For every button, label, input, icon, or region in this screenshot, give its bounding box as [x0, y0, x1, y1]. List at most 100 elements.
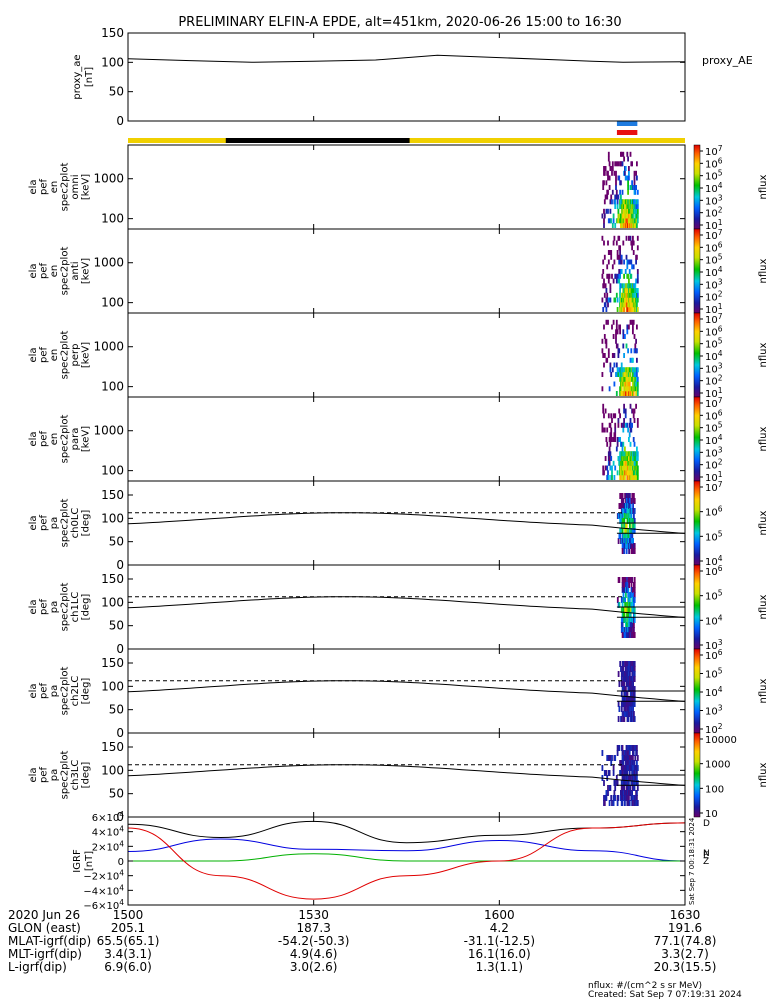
heat-cell	[617, 418, 620, 423]
y-label-line: ch0LC	[70, 508, 81, 539]
footer-cell: 3.0(2.6)	[290, 960, 338, 974]
heat-cell	[632, 292, 634, 298]
heat-cell	[620, 194, 622, 200]
y-tick-label: 50	[109, 535, 124, 549]
footer-cell: 16.1(16.0)	[468, 947, 531, 961]
heat-cell	[614, 785, 617, 791]
heat-cell	[625, 381, 628, 387]
heat-cell	[621, 750, 624, 756]
heat-cell	[603, 470, 605, 476]
heat-cell	[629, 493, 631, 499]
y-tick-label: 150	[101, 572, 124, 586]
y-tick-label: 0	[116, 114, 124, 128]
heat-cell	[617, 161, 620, 167]
heat-cell	[629, 696, 632, 702]
heat-cell	[636, 367, 639, 373]
heat-cell	[618, 348, 621, 354]
y-tick-label: 50	[109, 703, 124, 717]
colorbar-label: 107	[705, 480, 723, 494]
heat-cell	[605, 319, 608, 325]
colorbar-label: 102	[705, 374, 723, 388]
heat-cell	[625, 528, 628, 534]
heat-cell	[609, 422, 612, 428]
heat-cell	[636, 161, 638, 167]
heat-cell	[601, 765, 604, 771]
heat-cell	[620, 362, 623, 368]
heat-cell	[606, 194, 609, 200]
heat-cell	[633, 170, 636, 176]
y-label-line: pef	[39, 767, 50, 784]
heat-cell	[628, 422, 631, 428]
heat-cell	[632, 413, 635, 419]
heat-cell	[622, 760, 625, 766]
heat-cell	[607, 250, 610, 255]
heat-cell	[633, 587, 636, 593]
heat-cell	[629, 503, 632, 509]
heat-cell	[633, 622, 635, 628]
heat-cell	[607, 208, 609, 214]
created-stamp: Created: Sat Sep 7 07:19:31 2024	[588, 990, 742, 1000]
heat-cell	[632, 528, 634, 534]
heat-cell	[636, 460, 638, 466]
footer-cell: -54.2(-50.3)	[278, 934, 349, 948]
heat-cell	[628, 622, 630, 628]
heat-cell	[632, 297, 634, 303]
heat-cell	[629, 372, 632, 377]
heat-cell	[620, 283, 622, 289]
colorbar-label: 104	[705, 613, 723, 627]
y-tick-label: 100	[101, 679, 124, 693]
heat-cell	[604, 465, 607, 471]
colorbar-label: 105	[705, 421, 723, 435]
heat-cell	[622, 218, 625, 224]
y-label-line: pa	[49, 769, 60, 781]
status-dark	[225, 138, 410, 143]
y-label-line: pa	[49, 685, 60, 697]
heat-cell	[617, 208, 620, 214]
y-tick-label: −4×104	[83, 883, 124, 897]
heat-cell	[632, 367, 635, 373]
heat-cell	[617, 538, 620, 544]
heat-cell	[636, 760, 638, 766]
heat-cell	[621, 543, 624, 549]
heat-cell	[612, 319, 615, 325]
y-label-line: spec2plot	[60, 583, 71, 632]
heat-cell	[619, 437, 621, 442]
footer-cell: 6.9(6.0)	[104, 960, 152, 974]
heat-cell	[629, 513, 631, 519]
heat-cell	[627, 716, 630, 722]
heat-cell	[629, 518, 631, 524]
heat-cell	[636, 223, 638, 228]
heat-cell	[626, 691, 629, 697]
heat-cell	[627, 587, 630, 593]
heat-cell	[633, 686, 636, 692]
heat-cell	[631, 475, 633, 480]
heat-cell	[627, 460, 629, 466]
heat-cell	[612, 218, 615, 224]
colorbar-label: 107	[705, 396, 723, 410]
heat-cell	[624, 334, 626, 339]
heat-cell	[632, 460, 634, 466]
footer-cell: 3.3(2.7)	[661, 947, 709, 961]
footer-cell: 1500	[113, 908, 144, 922]
heat-cell	[603, 199, 606, 205]
heat-cell	[629, 357, 632, 363]
heat-cell	[618, 602, 621, 608]
heat-cell	[636, 348, 638, 354]
heat-cell	[635, 259, 637, 265]
y-label-line: [deg]	[81, 594, 92, 621]
heat-cell	[628, 175, 630, 181]
heat-cell	[628, 548, 630, 554]
y-tick-label: 2×104	[92, 839, 124, 853]
heat-cell	[603, 240, 605, 246]
heat-cell	[610, 795, 613, 801]
heat-cell	[618, 437, 621, 442]
heat-cell	[614, 204, 617, 209]
panel-frame	[127, 312, 686, 398]
heat-cell	[631, 288, 633, 293]
heat-cell	[609, 166, 612, 171]
heat-cell	[616, 199, 619, 205]
heat-cell	[629, 199, 632, 205]
heat-cell	[620, 716, 623, 722]
